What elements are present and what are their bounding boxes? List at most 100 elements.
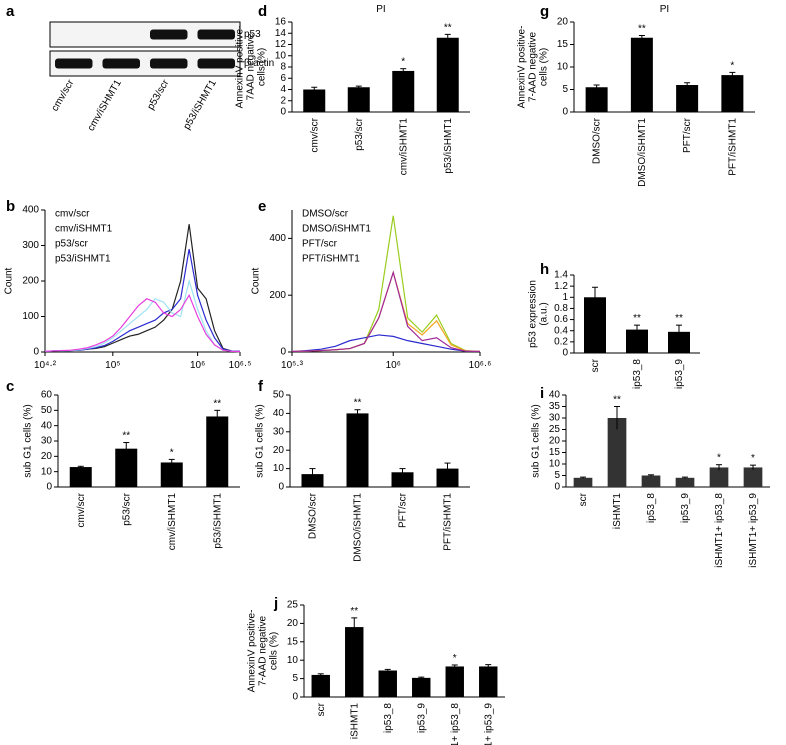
bar [479, 666, 498, 697]
bar [160, 462, 183, 487]
bar [69, 467, 92, 487]
legend-entry: DMSO/iSHMT1 [302, 224, 371, 235]
significance: ** [213, 398, 221, 409]
y-axis-label: cells (%) [257, 48, 268, 86]
y-tick-label: 40 [273, 408, 285, 419]
x-tick-label: iSHMT1+ ip53_9 [748, 493, 759, 568]
band [102, 58, 140, 69]
y-tick-label: 10 [287, 655, 299, 666]
bar [412, 677, 431, 697]
y-axis-label: 7-AAD negative [528, 32, 539, 102]
panel-letter: g [540, 3, 549, 20]
bar [378, 670, 397, 697]
bar [436, 468, 459, 487]
y-axis-label: AnnexinV positive- [247, 610, 258, 693]
bar [445, 666, 464, 697]
histogram-line [291, 334, 481, 353]
bar [585, 87, 608, 112]
y-tick-label: 15 [287, 636, 299, 647]
y-tick-label: 20 [41, 451, 53, 462]
bar [347, 87, 370, 112]
y-tick-label: 0.6 [554, 314, 568, 325]
bar [392, 70, 415, 112]
bar [709, 467, 729, 487]
y-tick-label: 20 [273, 445, 285, 456]
legend-entry: PFT/scr [302, 239, 338, 250]
x-tick-label: ip53_9 [674, 359, 685, 389]
band [150, 29, 188, 40]
y-tick-label: 8 [280, 62, 286, 73]
y-tick-label: 400 [269, 233, 286, 244]
y-axis-label: Count [4, 267, 15, 294]
y-axis-label: sub G1 cells (%) [23, 404, 34, 477]
x-tick-label: scr [316, 702, 327, 716]
legend-entry: PFT/iSHMT1 [302, 254, 360, 265]
y-tick-label: 20 [557, 17, 569, 28]
legend-entry: cmv/scr [55, 209, 90, 220]
x-tick-label: 10⁵ [105, 360, 120, 371]
bar [721, 75, 744, 112]
x-tick-label: PFT/iSHMT1 [727, 118, 738, 176]
y-tick-label: 0 [554, 482, 560, 493]
y-tick-label: 0.4 [554, 325, 568, 336]
bar [607, 418, 627, 487]
x-tick-label: scr [578, 492, 589, 506]
histogram-line [44, 293, 241, 353]
x-tick-label: PFT/iSHMT1 [443, 493, 454, 551]
panel-letter: d [258, 3, 267, 20]
significance: * [751, 453, 755, 464]
legend-entry: p53/iSHMT1 [55, 254, 111, 265]
y-tick-label: 200 [22, 276, 39, 287]
bar [584, 297, 606, 353]
panel-letter: i [540, 385, 544, 402]
bar [668, 331, 690, 353]
x-tick-label: p53/scr [121, 492, 132, 525]
x-tick-label: p53/iSHMT1 [443, 118, 454, 174]
lane-label: cmv/iSHMT1 [86, 78, 124, 133]
histogram-line [291, 270, 481, 353]
y-tick-label: 1.2 [554, 281, 568, 292]
y-tick-label: 0 [46, 482, 52, 493]
y-tick-label: 10 [549, 459, 561, 470]
y-tick-label: 0 [280, 107, 286, 118]
y-tick-label: 35 [549, 401, 561, 412]
x-tick-label: PFT/scr [398, 492, 409, 528]
lane-label: p53/iSHMT1 [182, 78, 220, 132]
x-tick-label: 10⁴·² [34, 360, 57, 371]
band [150, 58, 188, 69]
x-tick-label: ip53_8 [646, 493, 657, 523]
x-tick-label: p53/scr [354, 117, 365, 150]
y-axis-label: cells (%) [539, 48, 550, 86]
x-tick-label: cmv/iSHMT1 [167, 493, 178, 551]
bar [675, 477, 695, 487]
y-tick-label: 30 [273, 426, 285, 437]
y-tick-label: 5 [562, 84, 568, 95]
significance: ** [354, 398, 362, 409]
bar [303, 89, 326, 112]
x-tick-label: iSHMT1+ ip53_8 [450, 703, 461, 745]
bar [346, 413, 369, 487]
y-tick-label: 14 [275, 28, 287, 39]
x-tick-label: iSHMT1+ ip53_9 [483, 703, 494, 745]
bar [206, 416, 229, 487]
y-tick-label: 100 [22, 311, 39, 322]
chart-title: PI [660, 4, 669, 15]
y-tick-label: 40 [549, 390, 561, 401]
x-tick-label: PFT/scr [682, 117, 693, 153]
panel-letter: h [540, 261, 549, 278]
y-tick-label: 15 [549, 447, 561, 458]
x-tick-label: p53/iSHMT1 [212, 493, 223, 549]
significance: * [730, 60, 734, 71]
panel-letter: a [6, 3, 15, 20]
y-tick-label: 40 [41, 420, 53, 431]
bar [391, 472, 414, 487]
histogram-line [291, 215, 481, 353]
legend-entry: p53/scr [55, 239, 88, 250]
y-tick-label: 10 [273, 463, 285, 474]
x-tick-label: ip53_9 [416, 703, 427, 733]
row-label: β-actin [244, 58, 274, 69]
y-tick-label: 0 [562, 107, 568, 118]
panel-letter: c [6, 378, 14, 395]
bar [436, 37, 459, 112]
